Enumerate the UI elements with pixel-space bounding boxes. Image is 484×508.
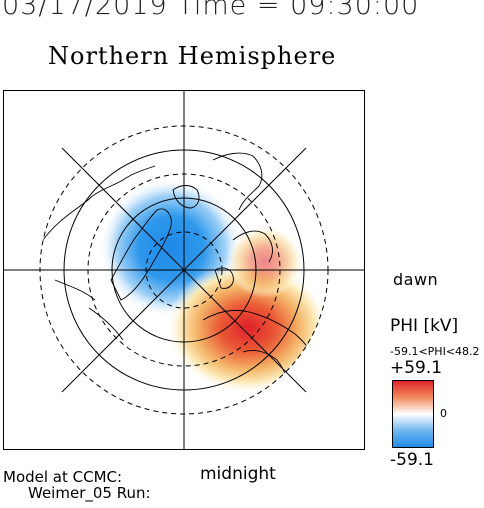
colorbar-zero-label: 0 (440, 407, 447, 420)
positive-potential-cell (166, 262, 328, 394)
hemisphere-title: Northern Hemisphere (48, 42, 337, 70)
model-credit-line-2: Weimer_05 Run: (28, 484, 151, 502)
coastline-greenland (110, 208, 172, 301)
positive-cell-upper-lobe (227, 226, 303, 298)
midnight-direction-label: midnight (200, 464, 276, 484)
colorbar-range-text: -59.1<PHI<48.2 (390, 345, 480, 358)
meridian-diagonal-b (61, 147, 307, 393)
colorbar-max-label: +59.1 (390, 358, 443, 378)
header-date-time: 03/17/2019 Time = 09:30:00 (2, 0, 420, 21)
coastline-europe (212, 152, 273, 263)
colorbar-quantity-label: PHI [kV] (390, 316, 459, 336)
polar-potential-map (3, 90, 365, 450)
colorbar-min-label: -59.1 (390, 450, 434, 470)
colorbar (392, 380, 434, 448)
model-credit-line-1: Model at CCMC: (3, 468, 123, 486)
colorbar-fill (392, 380, 434, 448)
dawn-direction-label: dawn (393, 270, 439, 289)
